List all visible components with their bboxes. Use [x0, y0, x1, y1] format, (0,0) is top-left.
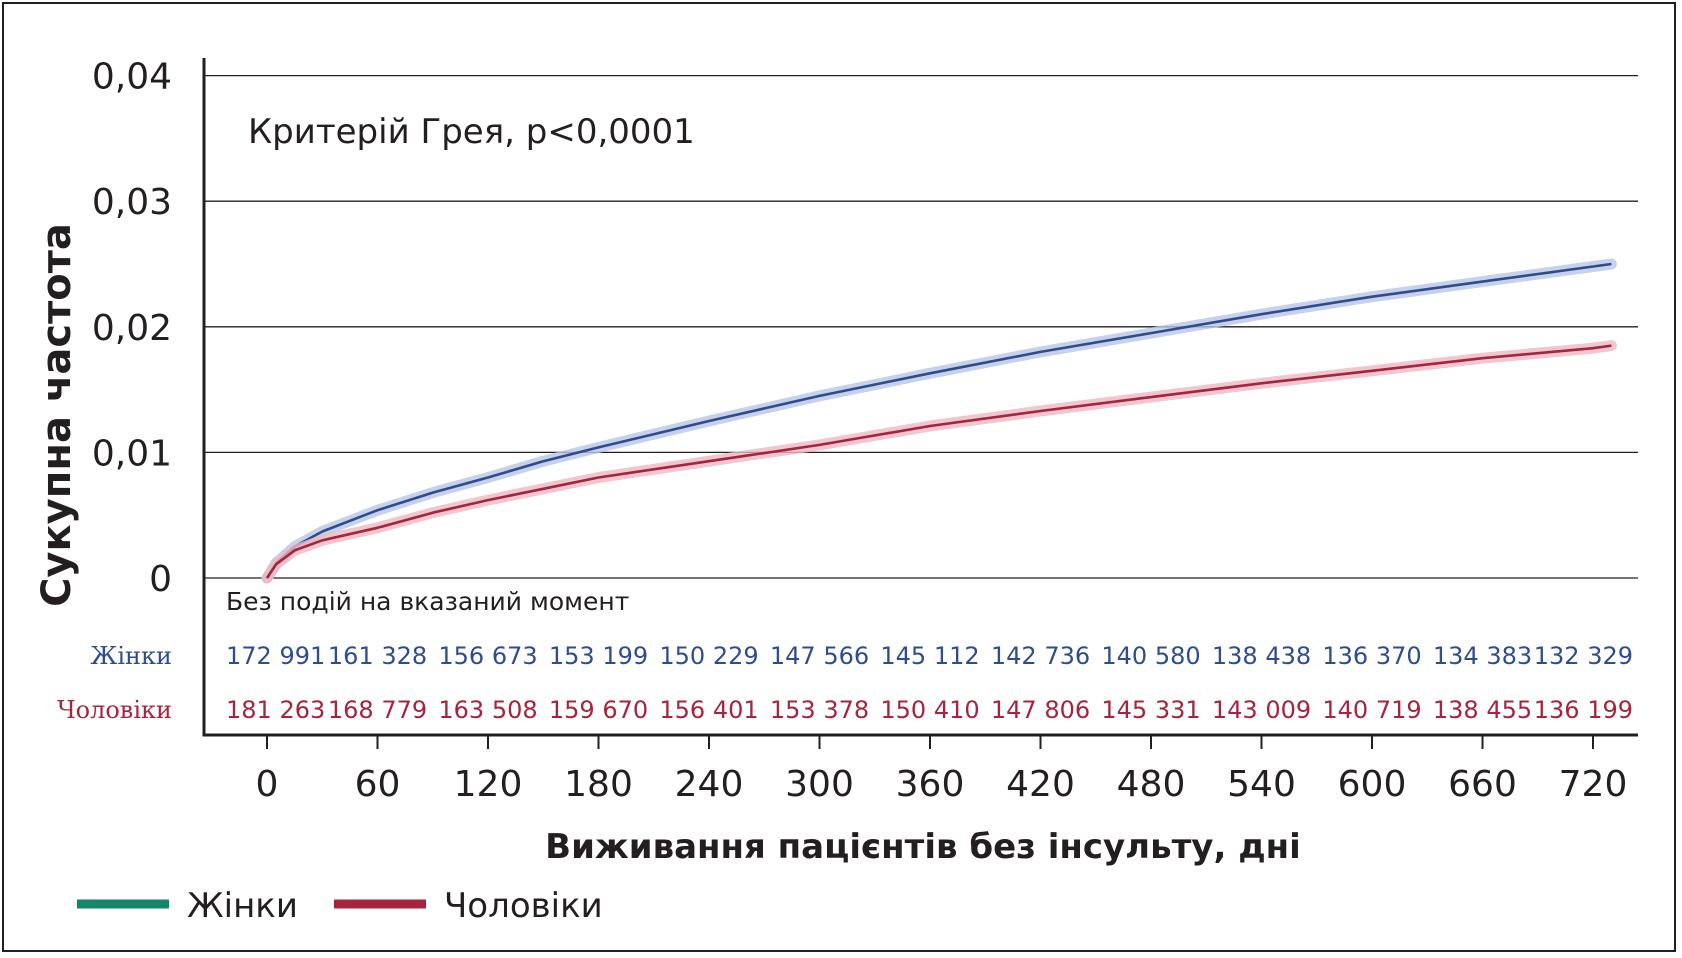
y-tick-label: 0	[149, 559, 172, 600]
annotation-gray-test: Критерій Грея, p<0,0001	[248, 112, 695, 152]
x-tick-label: 600	[1338, 764, 1407, 805]
x-tick-label: 0	[256, 764, 279, 805]
series-layer	[261, 258, 1617, 584]
risk-table: Без подій на вказаний момент Жінки 172 99…	[57, 587, 1633, 724]
y-tick-label: 0,03	[92, 182, 172, 223]
risk-table-value: 138 438	[1212, 642, 1311, 670]
risk-table-value: 161 328	[328, 642, 427, 670]
x-tick-label: 300	[785, 764, 854, 805]
risk-table-value: 156 401	[659, 696, 758, 724]
y-tick-label: 0,01	[92, 433, 172, 474]
risk-table-value: 181 263	[226, 696, 325, 724]
risk-table-value: 147 806	[991, 696, 1090, 724]
x-tick-label: 480	[1117, 764, 1186, 805]
risk-table-value: 132 329	[1534, 642, 1633, 670]
risk-table-value: 136 370	[1322, 642, 1421, 670]
x-tick-label: 180	[564, 764, 633, 805]
legend-label-women: Жінки	[187, 886, 298, 926]
series-band-men	[261, 340, 1617, 584]
legend: Жінки Чоловіки	[77, 886, 603, 926]
x-tick-label: 660	[1448, 764, 1517, 805]
series-line-men	[265, 344, 1612, 579]
risk-table-value: 159 670	[549, 696, 648, 724]
y-tick-label: 0,02	[92, 308, 172, 349]
y-axis-label: Сукупна частота	[34, 223, 80, 607]
risk-table-value: 172 991	[226, 642, 325, 670]
risk-table-value: 140 580	[1101, 642, 1200, 670]
x-tick-label: 240	[675, 764, 744, 805]
risk-table-value: 150 410	[880, 696, 979, 724]
risk-table-value: 134 383	[1433, 642, 1532, 670]
risk-table-value: 145 331	[1101, 696, 1200, 724]
series-line-women	[265, 262, 1612, 579]
risk-table-value: 150 229	[659, 642, 758, 670]
risk-table-value: 168 779	[328, 696, 427, 724]
risk-table-title: Без подій на вказаний момент	[226, 587, 629, 616]
x-tick-label: 720	[1559, 764, 1628, 805]
x-tick-label: 60	[355, 764, 401, 805]
x-axis-label: Виживання пацієнтів без інсульту, дні	[545, 827, 1301, 867]
risk-table-value: 143 009	[1212, 696, 1311, 724]
grid-lines	[204, 74, 1638, 579]
y-tick-label: 0,04	[92, 57, 172, 98]
x-tick-label: 420	[1006, 764, 1075, 805]
risk-table-value: 156 673	[438, 642, 537, 670]
legend-label-men: Чоловіки	[444, 886, 603, 926]
risk-table-value: 153 378	[770, 696, 869, 724]
risk-table-value: 153 199	[549, 642, 648, 670]
risk-table-value: 147 566	[770, 642, 869, 670]
risk-table-value: 138 455	[1433, 696, 1532, 724]
y-tick-labels: 0 0,01 0,02 0,03 0,04	[92, 57, 172, 600]
x-tick-label: 360	[896, 764, 965, 805]
risk-table-value: 142 736	[991, 642, 1090, 670]
risk-table-label-women: Жінки	[90, 642, 172, 670]
risk-table-label-men: Чоловіки	[57, 696, 172, 724]
x-tick-label: 120	[454, 764, 523, 805]
risk-table-value: 136 199	[1534, 696, 1633, 724]
risk-table-value: 163 508	[438, 696, 537, 724]
x-tick-label: 540	[1227, 764, 1296, 805]
axes	[202, 58, 1638, 737]
risk-table-value: 140 719	[1322, 696, 1421, 724]
risk-table-value: 145 112	[880, 642, 979, 670]
x-tick-labels: 0 60 120 180 240 300 360 420 480 540 600 660 720	[256, 735, 1628, 805]
